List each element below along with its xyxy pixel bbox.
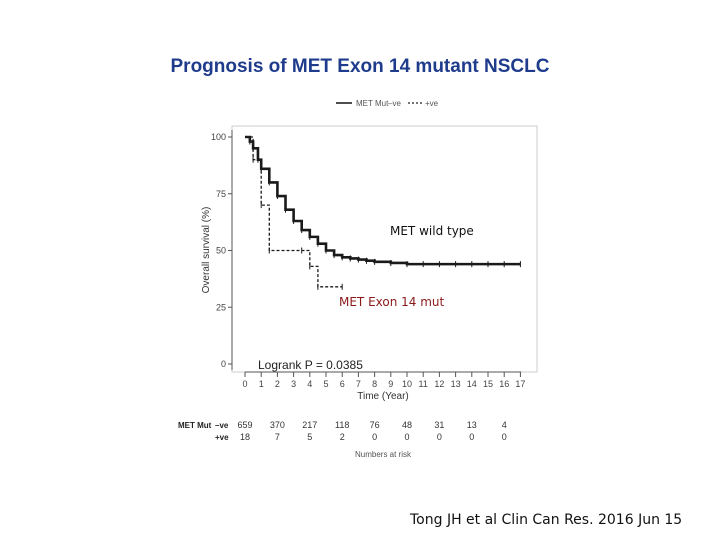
legend: MET Mut –ve +ve bbox=[336, 99, 439, 108]
annotation-wild-type: MET wild type bbox=[390, 224, 474, 238]
legend-entry-neg: –ve bbox=[388, 99, 401, 108]
risk-cell: 13 bbox=[467, 420, 477, 430]
risk-cell: 0 bbox=[502, 432, 507, 442]
risk-table-header: MET Mut bbox=[178, 421, 212, 430]
plot-frame bbox=[231, 125, 538, 373]
x-tick-label: 6 bbox=[340, 379, 345, 389]
y-tick-label: 100 bbox=[211, 132, 226, 142]
risk-cell: 5 bbox=[307, 432, 312, 442]
x-tick-label: 10 bbox=[402, 379, 412, 389]
risk-cell: 118 bbox=[335, 420, 349, 430]
risk-cell: 18 bbox=[240, 432, 250, 442]
legend-entry-pos: +ve bbox=[425, 99, 439, 108]
x-tick-label: 1 bbox=[259, 379, 264, 389]
x-tick-label: 13 bbox=[451, 379, 461, 389]
risk-cells: 659 370 217 118 76 48 31 13 4 18 7 5 2 0 0 0 0 0 bbox=[237, 420, 506, 442]
x-tick-label: 7 bbox=[356, 379, 361, 389]
risk-table: MET Mut –ve +ve 659 370 217 118 76 48 31 13 4 18 7… bbox=[178, 420, 507, 459]
risk-cell: 7 bbox=[275, 432, 280, 442]
risk-cell: 370 bbox=[270, 420, 285, 430]
x-tick-label: 14 bbox=[467, 379, 477, 389]
legend-title: MET Mut bbox=[356, 99, 389, 108]
y-tick-label: 25 bbox=[216, 302, 226, 312]
x-tick-label: 11 bbox=[419, 379, 428, 389]
x-tick-label: 3 bbox=[291, 379, 296, 389]
x-tick-label: 4 bbox=[307, 379, 312, 389]
risk-cell: 217 bbox=[302, 420, 317, 430]
risk-row-label-neg: –ve bbox=[215, 421, 229, 430]
annotation-exon14-mut: MET Exon 14 mut bbox=[339, 295, 445, 309]
y-tick-label: 75 bbox=[216, 189, 226, 199]
risk-cell: 0 bbox=[437, 432, 442, 442]
risk-table-caption: Numbers at risk bbox=[355, 450, 412, 459]
x-tick-label: 16 bbox=[499, 379, 509, 389]
risk-cell: 31 bbox=[434, 420, 444, 430]
risk-cell: 0 bbox=[404, 432, 409, 442]
slide-title: Prognosis of MET Exon 14 mutant NSCLC bbox=[170, 56, 550, 77]
x-tick-label: 17 bbox=[515, 379, 525, 389]
risk-cell: 2 bbox=[340, 432, 345, 442]
risk-cell: 76 bbox=[370, 420, 380, 430]
x-tick-label: 0 bbox=[242, 379, 247, 389]
risk-cell: 4 bbox=[502, 420, 507, 430]
x-tick-label: 9 bbox=[388, 379, 393, 389]
risk-cell: 0 bbox=[469, 432, 474, 442]
x-tick-label: 12 bbox=[434, 379, 444, 389]
x-ticks: 0 1 2 3 4 5 6 7 8 9 10 11 12 13 14 15 16 17 bbox=[242, 372, 525, 389]
x-axis-label: Time (Year) bbox=[357, 391, 409, 402]
curve-met-mut-negative bbox=[245, 135, 521, 266]
x-tick-label: 2 bbox=[275, 379, 280, 389]
y-tick-label: 0 bbox=[221, 359, 226, 369]
risk-row-label-pos: +ve bbox=[215, 433, 229, 442]
x-tick-label: 15 bbox=[483, 379, 493, 389]
x-tick-label: 5 bbox=[323, 379, 328, 389]
citation: Tong JH et al Clin Can Res. 2016 Jun 15 bbox=[410, 512, 683, 528]
x-tick-label: 8 bbox=[372, 379, 377, 389]
y-ticks: 0 25 50 75 100 bbox=[211, 132, 232, 369]
y-tick-label: 50 bbox=[216, 246, 226, 256]
y-axis-label: Overall survival (%) bbox=[201, 207, 212, 294]
risk-cell: 48 bbox=[402, 420, 412, 430]
annotation-logrank: Logrank P = 0.0385 bbox=[258, 358, 363, 372]
risk-cell: 0 bbox=[372, 432, 377, 442]
risk-cell: 659 bbox=[237, 420, 252, 430]
survival-curves bbox=[245, 135, 521, 290]
